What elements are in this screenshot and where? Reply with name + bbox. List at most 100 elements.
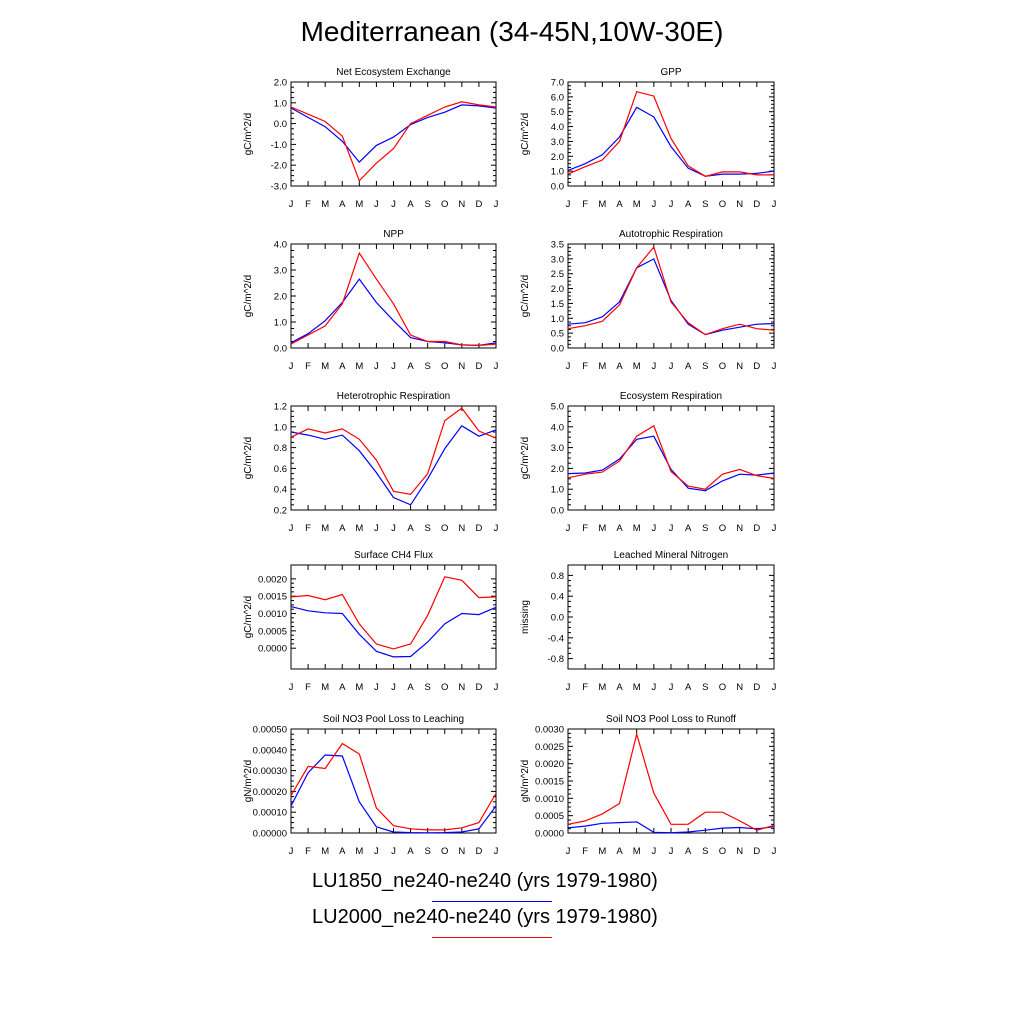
x-tick-label: A (339, 199, 346, 210)
x-tick-label: A (339, 682, 346, 693)
plot-frame (290, 564, 497, 670)
series-line-lu1850 (290, 606, 497, 658)
x-tick-label: A (685, 682, 692, 693)
x-tick-label: O (441, 199, 448, 210)
y-tick-label: 0.4 (551, 592, 564, 603)
x-tick-label: M (598, 199, 606, 210)
series-line-lu2000 (567, 731, 775, 831)
x-tick-label: D (753, 199, 760, 210)
x-tick-label: A (685, 523, 692, 534)
x-tick-label: J (374, 682, 379, 693)
x-tick-label: A (616, 682, 623, 693)
y-tick-label: 3.0 (551, 254, 564, 265)
x-tick-label: O (719, 199, 726, 210)
y-tick-label: 4.0 (551, 122, 564, 133)
x-tick-label: J (391, 361, 396, 372)
x-tick-label: S (702, 523, 708, 534)
y-axis-label: gN/m^2/d (520, 760, 531, 803)
x-tick-label: N (736, 682, 743, 693)
x-tick-label: M (598, 361, 606, 372)
x-tick-label: M (598, 682, 606, 693)
y-tick-label: 0.0 (551, 506, 564, 517)
y-tick-label: -1.0 (271, 140, 287, 151)
legend-label-lu2000: LU2000_ne240-ne240 (yrs 1979-1980) (312, 906, 658, 928)
y-axis-label: gC/m^2/d (243, 275, 254, 318)
y-tick-label: 0.00000 (253, 829, 287, 840)
x-tick-label: M (355, 846, 363, 857)
plot-frame (290, 405, 497, 511)
x-tick-label: J (651, 361, 656, 372)
y-tick-label: 0.0 (551, 182, 564, 193)
x-tick-label: M (633, 361, 641, 372)
chart-panel-4: Heterotrophic Respiration gC/m^2/d 0.2 0.4 0… (243, 391, 499, 534)
plot-frame (567, 728, 775, 834)
x-tick-label: O (441, 682, 448, 693)
y-tick-label: 0.4 (274, 485, 287, 496)
y-axis-label: missing (520, 600, 531, 634)
x-tick-label: O (441, 846, 448, 857)
x-tick-label: A (339, 361, 346, 372)
x-tick-label: J (669, 682, 674, 693)
x-tick-label: D (753, 682, 760, 693)
x-tick-label: J (772, 199, 777, 210)
x-tick-label: J (374, 361, 379, 372)
series-line-lu1850 (290, 425, 497, 506)
x-tick-label: J (494, 846, 499, 857)
x-tick-label: M (321, 361, 329, 372)
x-tick-label: A (685, 361, 692, 372)
x-tick-label: J (289, 523, 294, 534)
chart-panel-8: Soil NO3 Pool Loss to LeachinggN/m^2/d0.… (243, 714, 499, 857)
x-tick-label: D (475, 199, 482, 210)
x-tick-label: S (702, 682, 708, 693)
x-tick-label: F (582, 199, 588, 210)
x-tick-label: F (582, 523, 588, 534)
x-tick-label: M (321, 523, 329, 534)
y-tick-label: 0.0005 (535, 811, 564, 822)
y-tick-label: 0.0020 (258, 574, 287, 585)
x-tick-label: J (289, 199, 294, 210)
y-tick-label: 0.0 (551, 613, 564, 624)
chart-title: NPP (383, 229, 404, 240)
plot-frame (567, 243, 775, 349)
x-tick-label: M (355, 361, 363, 372)
x-tick-label: D (475, 361, 482, 372)
x-tick-label: M (598, 523, 606, 534)
x-tick-label: N (736, 846, 743, 857)
x-tick-label: O (719, 846, 726, 857)
series-line-lu1850 (567, 435, 775, 492)
y-tick-label: 3.0 (551, 137, 564, 148)
x-tick-label: J (374, 199, 379, 210)
x-tick-label: J (289, 846, 294, 857)
x-tick-label: J (374, 523, 379, 534)
y-axis-label: gC/m^2/d (520, 113, 531, 156)
x-tick-label: O (719, 523, 726, 534)
y-tick-label: 2.0 (551, 152, 564, 163)
plot-frame (567, 564, 775, 670)
x-tick-label: M (633, 682, 641, 693)
x-tick-label: A (616, 523, 623, 534)
y-axis-label: gC/m^2/d (243, 437, 254, 480)
x-tick-label: J (772, 846, 777, 857)
y-tick-label: -3.0 (271, 182, 287, 193)
x-tick-label: O (441, 523, 448, 534)
x-tick-label: A (407, 361, 414, 372)
x-tick-label: S (424, 523, 430, 534)
series-line-lu1850 (567, 258, 775, 336)
x-tick-label: J (651, 846, 656, 857)
y-tick-label: 0.2 (274, 506, 287, 517)
legend-line-lu1850 (432, 901, 552, 902)
x-tick-label: M (355, 682, 363, 693)
series-line-lu1850 (567, 106, 775, 177)
y-tick-label: 0.00030 (253, 766, 287, 777)
x-tick-label: M (355, 523, 363, 534)
y-tick-label: 0.0010 (535, 794, 564, 805)
y-tick-label: 1.0 (551, 167, 564, 178)
x-tick-label: J (391, 523, 396, 534)
x-tick-label: D (753, 846, 760, 857)
series-line-lu1850 (290, 104, 497, 163)
x-tick-label: J (772, 523, 777, 534)
x-tick-label: O (719, 361, 726, 372)
